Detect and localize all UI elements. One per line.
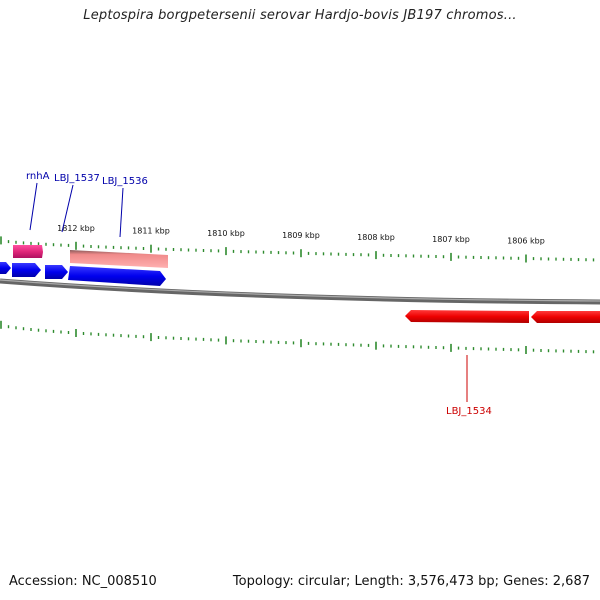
pink-gene-rnha[interactable]	[13, 245, 43, 258]
leader-lbj1536	[119, 187, 124, 238]
topology-summary: Topology: circular; Length: 3,576,473 bp…	[232, 574, 590, 589]
gene-arrow-left-edge[interactable]	[0, 262, 11, 274]
tick-label: 1807 kbp	[432, 235, 470, 244]
scale-tick-labels: 1812 kbp 1811 kbp 1810 kbp 1809 kbp 1808 kbp…	[57, 224, 545, 246]
tick-label: 1806 kbp	[507, 237, 545, 246]
gene-arrow-lbj1537[interactable]	[12, 263, 41, 277]
chromosome-backbone	[0, 278, 600, 305]
gene-label-rnha[interactable]: rnhA	[26, 171, 50, 182]
gene-label-lbj1537[interactable]: LBJ_1537	[54, 173, 100, 184]
feature-lbj1536[interactable]	[70, 250, 168, 268]
gene-arrow-long-forward[interactable]	[68, 266, 166, 286]
gene-label-lbj1536[interactable]: LBJ_1536	[102, 176, 148, 187]
tick-label: 1809 kbp	[282, 231, 320, 240]
accession-text: Accession: NC_008510	[9, 574, 157, 589]
tick-label: 1810 kbp	[207, 229, 245, 238]
gene-arrow-reverse-right[interactable]	[531, 311, 600, 323]
gene-arrow-lbj1534[interactable]	[405, 310, 529, 323]
tick-label: 1808 kbp	[357, 233, 395, 242]
scale-ticks-inner	[0, 320, 595, 354]
gene-arrow-small[interactable]	[45, 265, 68, 279]
tick-label: 1811 kbp	[132, 227, 170, 236]
map-title: Leptospira borgpetersenii serovar Hardjo…	[83, 8, 517, 23]
leader-lbj1537	[61, 184, 74, 233]
scale-ticks-outer	[0, 236, 595, 263]
tick-label: 1812 kbp	[57, 224, 95, 233]
gene-label-lbj1534[interactable]: LBJ_1534	[446, 406, 492, 417]
leader-rnha	[29, 182, 38, 231]
